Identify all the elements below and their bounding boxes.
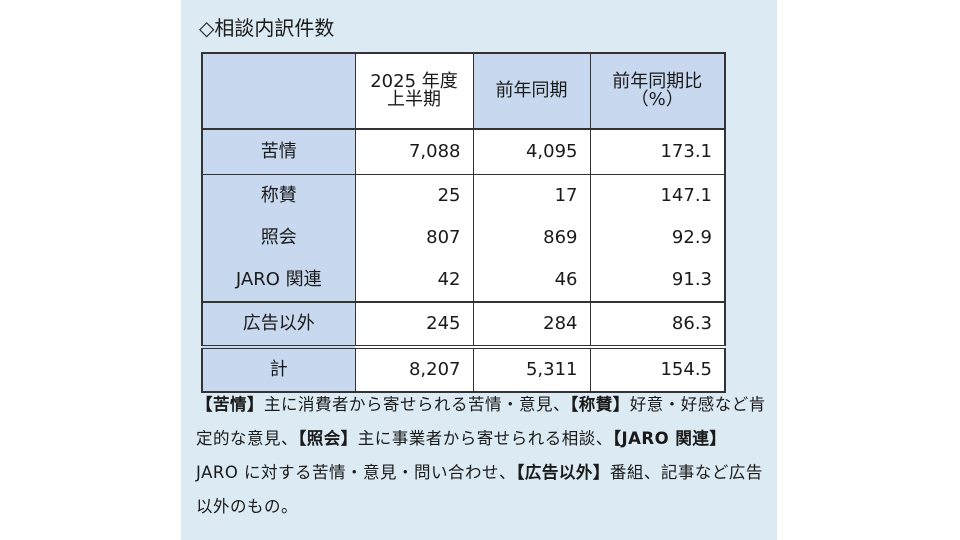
total-previous: 5,311 <box>472 345 590 393</box>
row-label: 苦情 <box>201 128 355 175</box>
cell-previous: 869 <box>472 217 590 259</box>
section-title: ◇相談内訳件数 <box>199 16 335 40</box>
note-key-inquiry: 【照会】 <box>298 429 358 448</box>
cell-previous: 4,095 <box>472 128 590 175</box>
cell-ratio: 91.3 <box>589 259 726 302</box>
cell-previous: 17 <box>472 174 590 217</box>
note-text-praise: 好意・好感など肯定的な意見、 <box>196 395 766 448</box>
table-row: 苦情 7,088 4,095 173.1 <box>201 128 726 175</box>
row-label: 称賛 <box>201 174 355 217</box>
note-key-praise: 【称賛】 <box>570 395 630 414</box>
header-ratio-line2: （%） <box>630 89 684 110</box>
header-yoy-ratio: 前年同期比 （%） <box>589 52 726 129</box>
cell-current: 245 <box>354 301 473 347</box>
row-label: JARO 関連 <box>201 259 355 302</box>
note-key-complaint: 【苦情】 <box>196 395 264 414</box>
table-total-row: 計 8,207 5,311 154.5 <box>201 345 726 393</box>
header-current-line1: 2025 年度 <box>370 71 458 92</box>
note-text-complaint: 主に消費者から寄せられる苦情・意見、 <box>264 395 570 414</box>
definitions-note: 【苦情】主に消費者から寄せられる苦情・意見、【称賛】好意・好感など肯定的な意見、… <box>196 388 766 524</box>
header-blank-cell <box>201 52 355 129</box>
total-current: 8,207 <box>354 345 473 393</box>
consultation-breakdown-table: 2025 年度 上半期 前年同期 前年同期比 （%） 苦情 7,088 4,09… <box>201 52 726 393</box>
cell-ratio: 147.1 <box>589 174 726 217</box>
table-row: 照会 807 869 92.9 <box>201 217 726 259</box>
cell-previous: 284 <box>472 301 590 347</box>
note-key-non-ad: 【広告以外】 <box>516 463 610 482</box>
note-text-jaro: JARO に対する苦情・意見・問い合わせ、 <box>196 463 517 482</box>
cell-current: 25 <box>354 174 473 217</box>
header-current-period: 2025 年度 上半期 <box>354 52 473 129</box>
cell-current: 42 <box>354 259 473 302</box>
cell-ratio: 86.3 <box>589 301 726 347</box>
row-label: 照会 <box>201 217 355 259</box>
total-ratio: 154.5 <box>589 345 726 393</box>
note-key-jaro: 【JARO 関連】 <box>612 429 727 448</box>
row-label: 広告以外 <box>201 301 355 347</box>
cell-previous: 46 <box>472 259 590 302</box>
cell-ratio: 92.9 <box>589 217 726 259</box>
cell-current: 807 <box>354 217 473 259</box>
cell-ratio: 173.1 <box>589 128 726 175</box>
note-text-non-ad: 番組、記事など広告以外のもの。 <box>196 463 763 516</box>
header-ratio-line1: 前年同期比 <box>612 71 703 92</box>
table-header-row: 2025 年度 上半期 前年同期 前年同期比 （%） <box>201 52 726 129</box>
table-row: 広告以外 245 284 86.3 <box>201 301 726 347</box>
cell-current: 7,088 <box>354 128 473 175</box>
table-row: 称賛 25 17 147.1 <box>201 174 726 217</box>
header-current-line2: 上半期 <box>387 89 441 110</box>
total-label: 計 <box>201 345 355 393</box>
note-text-inquiry: 主に事業者から寄せられる相談、 <box>357 429 613 448</box>
table-row: JARO 関連 42 46 91.3 <box>201 259 726 302</box>
header-previous-period: 前年同期 <box>472 52 590 129</box>
